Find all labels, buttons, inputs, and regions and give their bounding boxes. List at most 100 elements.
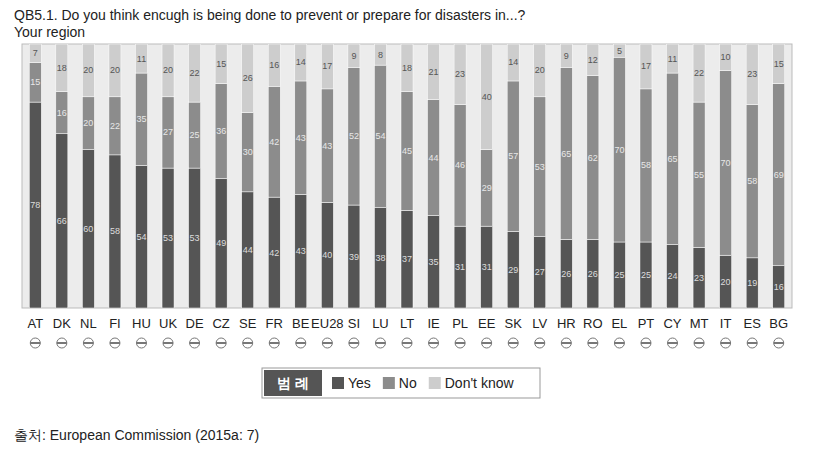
- flag-icon: [614, 338, 624, 348]
- data-label: 15: [774, 59, 784, 69]
- bar-segment: [374, 208, 386, 308]
- bar-segment: [693, 247, 705, 308]
- data-label: 21: [429, 67, 439, 77]
- data-label: 9: [351, 51, 356, 61]
- data-label: 27: [535, 267, 545, 277]
- bar-segment: [507, 231, 519, 308]
- flag-icon: [375, 338, 385, 348]
- bar-segment: [295, 194, 307, 308]
- data-label: 78: [30, 200, 40, 210]
- data-label: 5: [617, 46, 622, 56]
- flag-icon: [508, 338, 518, 348]
- legend: 범 례YesNoDon't know: [262, 368, 540, 398]
- legend-swatch: [332, 377, 344, 389]
- flag-icon: [641, 338, 651, 348]
- bar-segment: [401, 44, 413, 92]
- flag-icon: [30, 338, 40, 348]
- data-label: 8: [378, 50, 383, 60]
- bar-segment: [454, 226, 466, 308]
- bar-segment: [534, 237, 546, 308]
- bar-segment: [135, 73, 147, 165]
- bar-segment: [507, 81, 519, 231]
- x-tick-label: FR: [266, 316, 283, 331]
- flag-icon: [83, 338, 93, 348]
- data-label: 55: [694, 170, 704, 180]
- flag-icon: [216, 338, 226, 348]
- flag-icon: [721, 338, 731, 348]
- data-label: 70: [614, 145, 624, 155]
- x-tick-label: SK: [505, 316, 523, 331]
- data-label: 62: [588, 153, 598, 163]
- data-label: 70: [721, 158, 731, 168]
- flag-icon: [482, 338, 492, 348]
- x-tick-label: HR: [557, 316, 576, 331]
- bar-segment: [428, 216, 440, 308]
- flag-icon-band: [269, 342, 279, 344]
- flag-icon: [402, 338, 412, 348]
- bar-segment: [135, 165, 147, 308]
- data-label: 25: [614, 270, 624, 280]
- data-label: 69: [774, 170, 784, 180]
- bar-segment: [613, 57, 625, 242]
- data-label: 26: [243, 73, 253, 83]
- source: 출처: European Commission (2015a: 7): [14, 427, 259, 443]
- legend-title: 범 례: [277, 375, 309, 391]
- bar-segment: [56, 44, 68, 92]
- bar-segment: [534, 44, 546, 97]
- flag-icon-band: [747, 342, 757, 344]
- flag-icon: [163, 338, 173, 348]
- bar-segment: [109, 155, 121, 308]
- data-label: 23: [455, 69, 465, 79]
- flag-icon-band: [57, 342, 67, 344]
- data-label: 39: [349, 252, 359, 262]
- bar-segment: [29, 102, 41, 308]
- data-label: 20: [535, 65, 545, 75]
- bar-segment: [29, 44, 41, 62]
- bar-segment: [534, 97, 546, 237]
- bar-segment: [268, 86, 280, 197]
- data-label: 15: [216, 59, 226, 69]
- data-label: 43: [296, 246, 306, 256]
- bar-segment: [746, 105, 758, 258]
- bar-segment: [640, 89, 652, 242]
- data-label: 20: [110, 65, 120, 75]
- x-tick-label: RO: [583, 316, 603, 331]
- bar-segment: [82, 150, 94, 308]
- flag-icon-band: [668, 342, 678, 344]
- bar-segment: [401, 210, 413, 308]
- bar-segment: [507, 44, 519, 81]
- bar-segment: [720, 255, 732, 308]
- flag-icon-band: [694, 342, 704, 344]
- bar-segment: [481, 44, 493, 150]
- flag-icon: [774, 338, 784, 348]
- bar-segment: [454, 44, 466, 105]
- bar-segment: [720, 70, 732, 255]
- legend-label: No: [399, 375, 417, 391]
- data-label: 43: [296, 133, 306, 143]
- x-tick-label: HU: [132, 316, 151, 331]
- data-label: 16: [774, 282, 784, 292]
- data-label: 53: [535, 162, 545, 172]
- data-label: 35: [136, 114, 146, 124]
- bar-segment: [667, 245, 679, 308]
- flag-icon: [110, 338, 120, 348]
- flag-icon: [296, 338, 306, 348]
- bar-segment: [401, 92, 413, 211]
- bar-segment: [189, 168, 201, 308]
- flag-icon-band: [429, 342, 439, 344]
- bar-segment: [587, 44, 599, 76]
- data-label: 42: [269, 248, 279, 258]
- bar-segment: [109, 44, 121, 97]
- x-tick-label: PT: [638, 316, 655, 331]
- data-label: 18: [402, 63, 412, 73]
- bar-segment: [746, 44, 758, 105]
- data-label: 17: [322, 61, 332, 71]
- bar-segment: [746, 258, 758, 308]
- data-label: 15: [30, 77, 40, 87]
- bar-segment: [481, 226, 493, 308]
- data-label: 44: [243, 245, 253, 255]
- bar-segment: [321, 202, 333, 308]
- data-label: 9: [564, 51, 569, 61]
- flag-icon-band: [508, 342, 518, 344]
- data-label: 36: [216, 126, 226, 136]
